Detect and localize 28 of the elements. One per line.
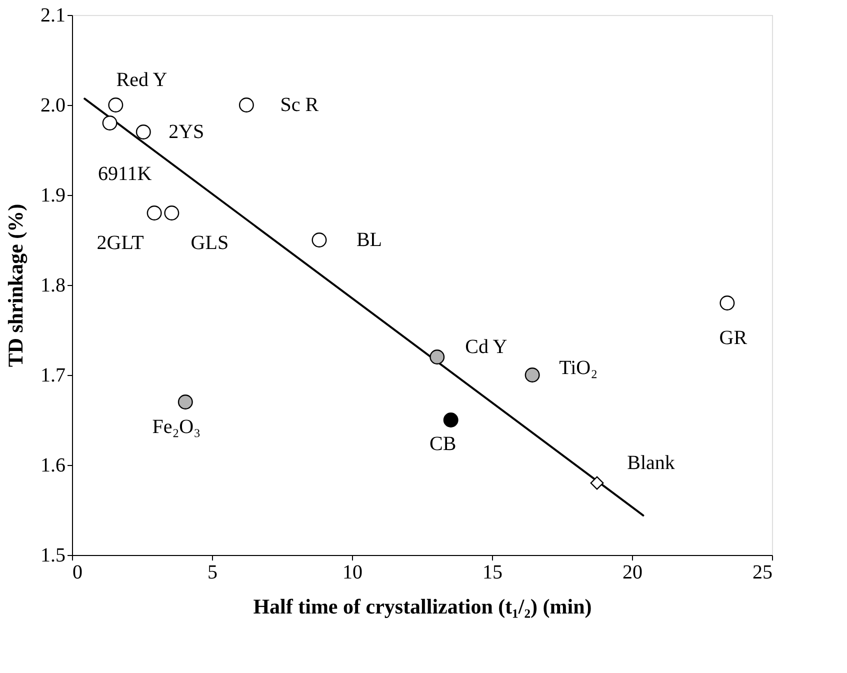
annotation: Fe₂O₃ [152, 416, 201, 438]
y-tick-label: 1.9 [40, 184, 66, 206]
x-axis-title: Half time of crystallization (t₁/₂) (min) [253, 594, 592, 618]
annotation: GR [719, 327, 748, 349]
annotation: CB [429, 433, 456, 455]
y-tick-label: 2.1 [40, 4, 66, 26]
annotation: 2YS [168, 121, 204, 143]
annotation: Sc R [280, 94, 320, 116]
annotation: BL [356, 229, 382, 251]
x-tick-label: 10 [342, 562, 362, 584]
annotation: Red Y [116, 69, 168, 91]
x-tick-label: 0 [72, 562, 82, 584]
x-tick-label: 20 [622, 562, 642, 584]
y-tick-label: 2.0 [40, 94, 66, 116]
x-tick-label: 15 [482, 562, 502, 584]
x-tick-label: 25 [752, 562, 772, 584]
y-tick-label: 1.7 [40, 364, 66, 386]
annotation: GLS [190, 232, 229, 254]
annotation: 2GLT [96, 232, 144, 254]
annotation: Blank [627, 452, 675, 474]
annotation: 6911K [98, 163, 152, 185]
y-axis-title: TD shrinkage (%) [4, 204, 28, 368]
annotation: TiO₂ [559, 357, 598, 379]
y-tick-label: 1.8 [40, 274, 66, 296]
y-tick-label: 1.6 [40, 454, 66, 476]
x-tick-label: 5 [208, 562, 218, 584]
annotation: Cd Y [465, 336, 508, 358]
y-tick-label: 1.5 [40, 544, 66, 566]
